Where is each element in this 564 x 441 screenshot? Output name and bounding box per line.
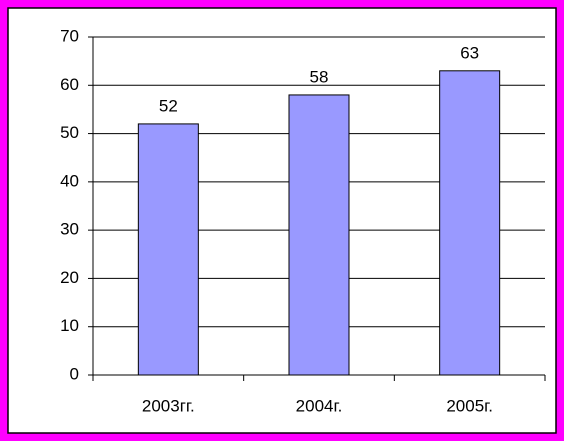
bar bbox=[137, 123, 199, 376]
y-tick-label: 70 bbox=[60, 26, 79, 45]
x-tick-label: 2005г. bbox=[446, 396, 493, 415]
y-tick-label: 10 bbox=[60, 316, 79, 335]
y-tick-label: 40 bbox=[60, 171, 79, 190]
x-tick-label: 2004г. bbox=[296, 396, 343, 415]
y-tick-label: 30 bbox=[60, 220, 79, 239]
bar bbox=[288, 94, 350, 376]
y-tick-label: 0 bbox=[70, 364, 79, 383]
value-label: 52 bbox=[159, 96, 178, 115]
y-tick-label: 60 bbox=[60, 75, 79, 94]
bar bbox=[439, 70, 501, 376]
y-tick-label: 20 bbox=[60, 268, 79, 287]
value-label: 63 bbox=[460, 43, 479, 62]
x-tick-label: 2003гг. bbox=[142, 396, 195, 415]
y-tick-label: 50 bbox=[60, 123, 79, 142]
value-label: 58 bbox=[310, 67, 329, 86]
